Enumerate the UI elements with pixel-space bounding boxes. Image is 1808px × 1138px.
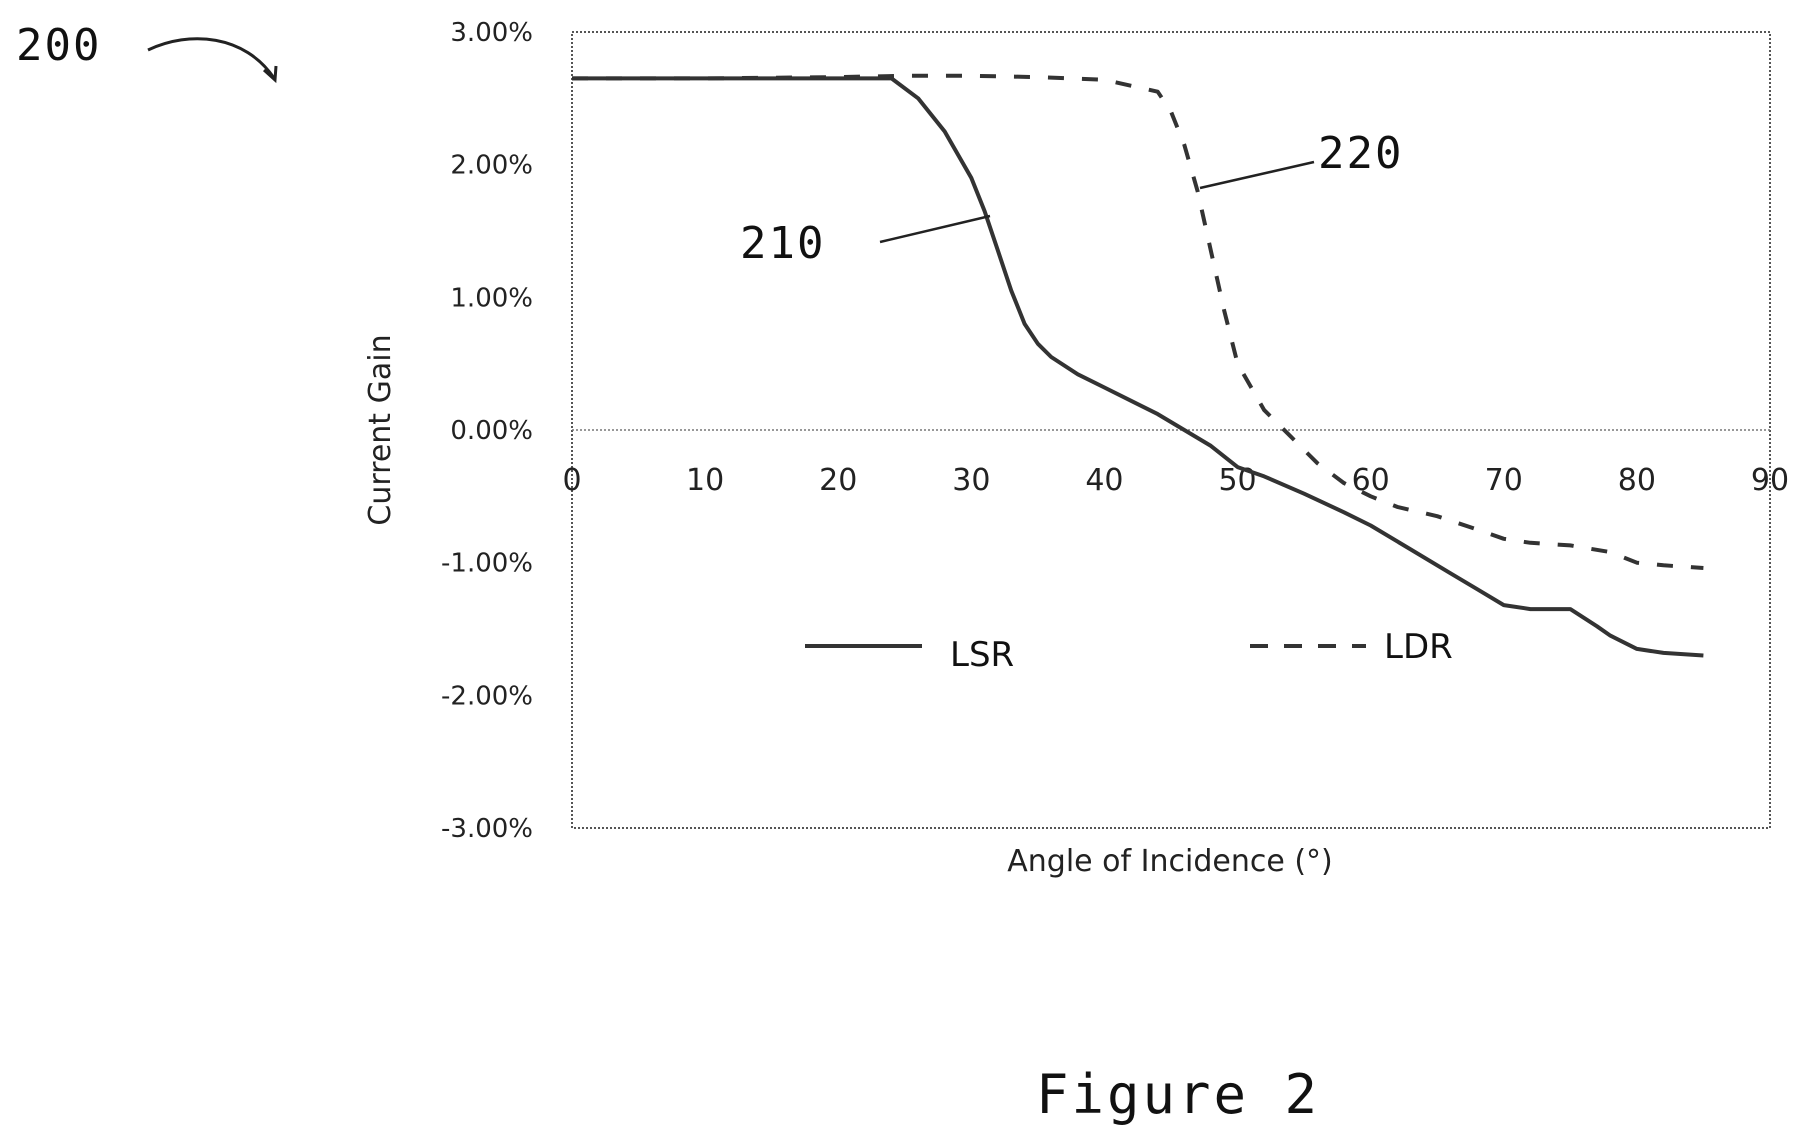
y-tick-label: -1.00% <box>441 549 533 579</box>
series-ldr-ref-label: 220 <box>1318 128 1403 179</box>
series-line-lsr <box>572 76 1704 658</box>
x-tick-label: 60 <box>1352 463 1390 498</box>
y-tick-label: -3.00% <box>441 814 533 844</box>
y-tick-label: -2.00% <box>441 681 533 711</box>
y-axis-ticks: 3.00% 2.00% 1.00% 0.00% -1.00% -2.00% -3.00% <box>441 18 533 844</box>
figure-ref-arrow <box>147 37 276 79</box>
legend-lsr-label: LSR <box>950 635 1014 675</box>
x-tick-label: 30 <box>952 463 990 498</box>
x-tick-label: 20 <box>819 463 857 498</box>
series-lsr-leader-line <box>879 214 991 244</box>
x-tick-label: 10 <box>686 463 724 498</box>
figure-caption: Figure 2 <box>1036 1063 1320 1126</box>
legend: LSR LDR <box>805 627 1453 675</box>
y-tick-label: 2.00% <box>450 151 533 181</box>
x-tick-label: 80 <box>1618 463 1656 498</box>
y-tick-label: 1.00% <box>450 283 533 313</box>
y-tick-label: 0.00% <box>450 416 533 446</box>
legend-ldr-label: LDR <box>1384 627 1453 667</box>
x-axis-ticks: 0 10 20 30 40 50 60 70 80 90 <box>562 463 1789 498</box>
series-ldr-leader-line <box>1199 160 1315 190</box>
series-group <box>572 73 1704 658</box>
series-line-ldr <box>572 73 1704 570</box>
x-tick-label: 90 <box>1751 463 1789 498</box>
figure-ref-arrowhead <box>262 65 278 84</box>
x-tick-label: 70 <box>1485 463 1523 498</box>
plot-area <box>571 31 1771 829</box>
x-axis-title: Angle of Incidence (°) <box>1007 844 1332 879</box>
y-tick-label: 3.00% <box>450 18 533 48</box>
y-axis-title: Current Gain <box>363 334 398 525</box>
x-tick-label: 40 <box>1085 463 1123 498</box>
series-lsr-ref-label: 210 <box>740 218 825 269</box>
figure-ref-number: 200 <box>16 20 101 71</box>
x-tick-label: 0 <box>562 463 581 498</box>
